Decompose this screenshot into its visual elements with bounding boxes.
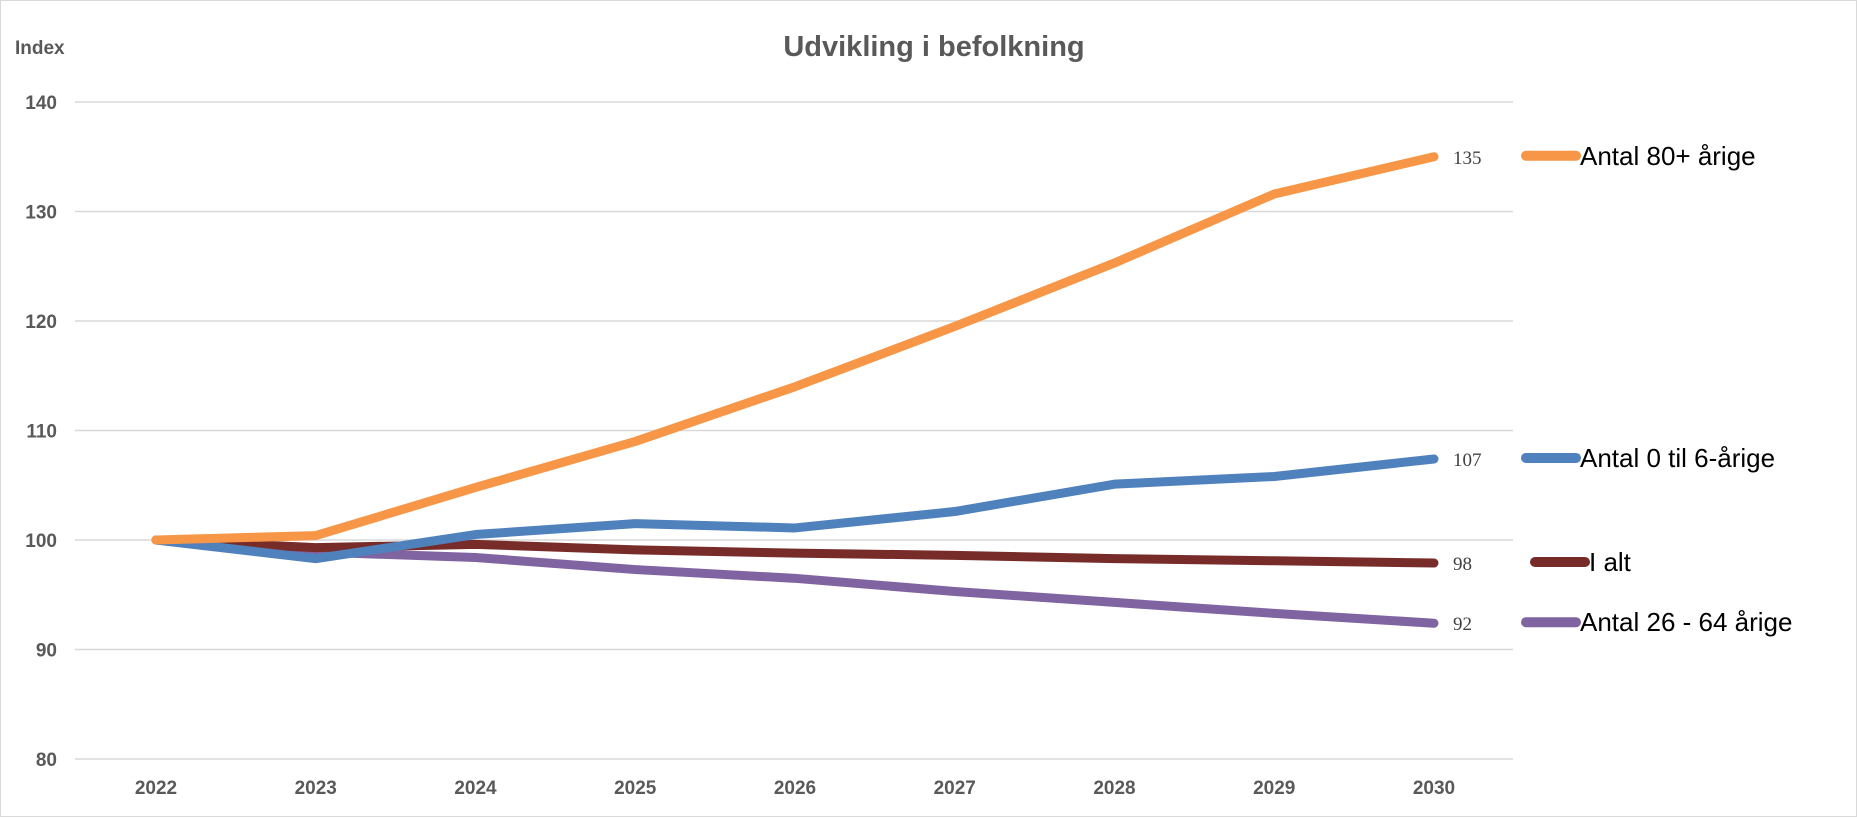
chart-title: Udvikling i befolkning — [783, 31, 1084, 63]
x-tick-label: 2027 — [934, 778, 976, 799]
legend-label: I alt — [1589, 547, 1632, 577]
y-tick-label: 110 — [26, 422, 57, 443]
x-tick-label: 2030 — [1413, 778, 1455, 799]
x-tick-label: 2023 — [295, 778, 337, 799]
y-tick-label: 80 — [36, 750, 57, 771]
legend-label: Antal 26 - 64 årige — [1580, 607, 1792, 637]
y-tick-label: 130 — [25, 203, 57, 224]
x-tick-label: 2029 — [1253, 778, 1295, 799]
x-axis-ticks: 2022 2023 2024 2025 2026 2027 2028 2029 2030 — [135, 778, 1455, 799]
end-value-label: 107 — [1453, 450, 1482, 471]
legend-label: Antal 0 til 6-årige — [1580, 443, 1775, 473]
gridlines — [75, 101, 1513, 760]
x-tick-label: 2026 — [774, 778, 816, 799]
y-tick-label: 90 — [36, 641, 57, 662]
end-value-label: 92 — [1453, 614, 1472, 635]
legend-label: Antal 80+ årige — [1580, 141, 1756, 171]
end-value-label: 98 — [1453, 554, 1472, 575]
x-tick-label: 2025 — [614, 778, 657, 799]
end-labels: 135 107 98 92 — [1453, 148, 1482, 635]
end-value-label: 135 — [1453, 148, 1482, 169]
series-lines — [151, 152, 1439, 628]
legend: Antal 80+ årige Antal 0 til 6-årige I alt A… — [1521, 141, 1792, 637]
x-tick-label: 2028 — [1093, 778, 1135, 799]
x-tick-label: 2024 — [454, 778, 497, 799]
y-axis-ticks: 80 90 100 110 120 130 140 — [25, 93, 57, 771]
series-line-0 — [151, 152, 1439, 545]
series-line-1 — [151, 454, 1439, 564]
y-axis-title: Index — [15, 38, 65, 59]
x-tick-label: 2022 — [135, 778, 177, 799]
y-tick-label: 140 — [25, 93, 57, 114]
y-tick-label: 120 — [25, 312, 57, 333]
y-tick-label: 100 — [25, 531, 57, 552]
